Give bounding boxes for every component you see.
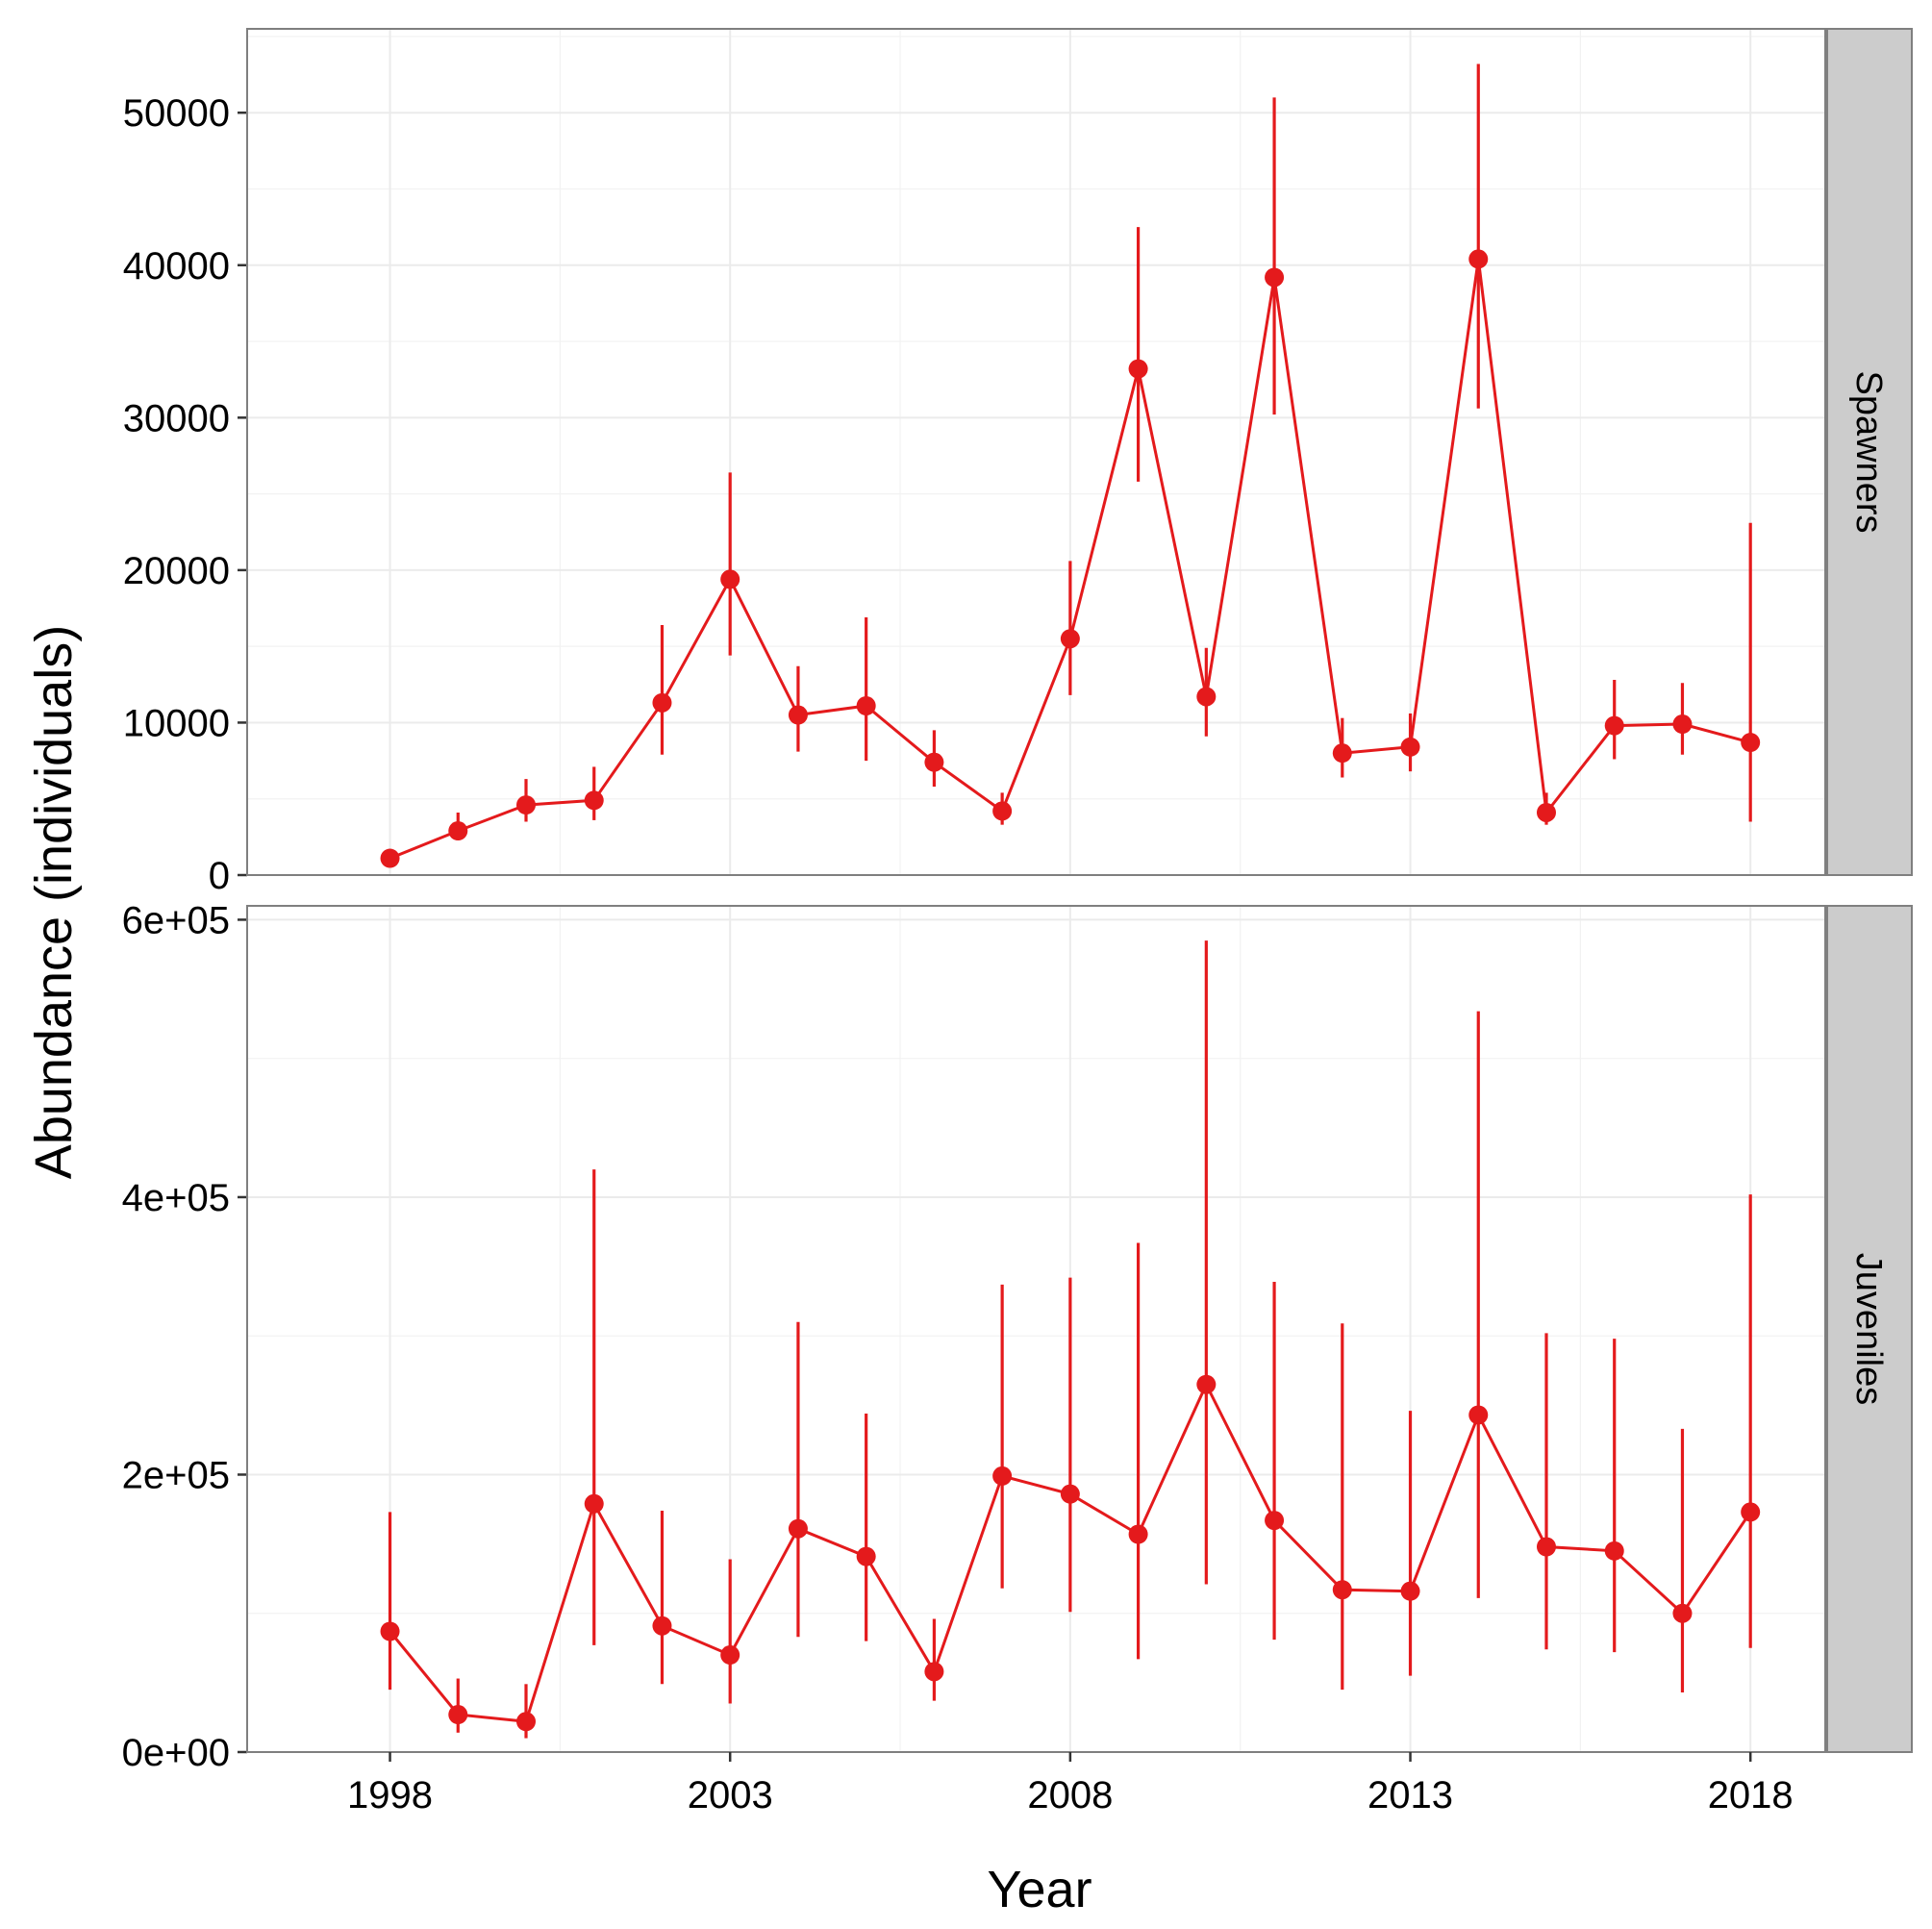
data-point xyxy=(924,752,944,772)
panel-border xyxy=(246,28,1826,876)
data-point xyxy=(788,1518,808,1539)
data-point xyxy=(584,790,604,811)
y-tick-label: 4e+05 xyxy=(122,1177,230,1219)
data-point xyxy=(1060,1484,1080,1504)
data-point xyxy=(1536,802,1556,822)
facet-strip-label: Juveniles xyxy=(1848,1253,1889,1405)
x-tick-label: 1998 xyxy=(347,1774,433,1816)
y-tick-label: 6e+05 xyxy=(122,899,230,941)
y-tick-label: 40000 xyxy=(123,245,230,288)
y-tick-label: 0 xyxy=(209,855,230,897)
y-tick-label: 50000 xyxy=(123,92,230,135)
data-point xyxy=(380,848,400,868)
data-point xyxy=(1741,733,1761,753)
x-tick-label: 2013 xyxy=(1367,1774,1453,1816)
data-point xyxy=(1468,249,1489,269)
facet-strip xyxy=(1826,28,1913,876)
y-tick-label: 0e+00 xyxy=(122,1732,230,1774)
facet-strip xyxy=(1826,905,1913,1753)
facet-strip-label: Spawners xyxy=(1848,371,1889,534)
data-point xyxy=(788,705,808,725)
panel-background xyxy=(247,29,1825,875)
data-point xyxy=(1196,1374,1217,1394)
data-point xyxy=(516,795,537,815)
data-point xyxy=(448,1705,468,1725)
x-tick-label: 2003 xyxy=(688,1774,773,1816)
data-point xyxy=(1672,1603,1693,1623)
y-axis-title: Abundance (individuals) xyxy=(25,625,83,1179)
data-point xyxy=(1265,1511,1285,1531)
data-point xyxy=(1604,715,1624,736)
data-point xyxy=(380,1621,400,1641)
data-point xyxy=(1604,1541,1624,1561)
data-point xyxy=(1672,714,1693,735)
data-point xyxy=(1332,1580,1352,1600)
data-point xyxy=(720,569,740,589)
y-tick-label: 10000 xyxy=(123,702,230,744)
data-point xyxy=(1468,1405,1489,1425)
y-tick-label: 20000 xyxy=(123,550,230,592)
data-point xyxy=(1536,1537,1556,1557)
data-point xyxy=(516,1712,537,1732)
data-point xyxy=(856,696,876,715)
y-tick-label: 30000 xyxy=(123,397,230,439)
data-point xyxy=(652,692,672,713)
data-point xyxy=(1128,359,1148,379)
x-axis-title: Year xyxy=(987,1861,1091,1918)
data-point xyxy=(1128,1524,1148,1544)
data-point xyxy=(1400,737,1420,757)
panel-spawners: 0 10000 20000 30000 40000 50000 Spawners xyxy=(123,28,1913,897)
data-point xyxy=(1265,267,1285,288)
panel-background xyxy=(247,906,1825,1752)
x-tick-label: 2008 xyxy=(1027,1774,1113,1816)
data-point xyxy=(1741,1502,1761,1522)
data-point xyxy=(992,801,1013,821)
data-point xyxy=(652,1616,672,1636)
data-point xyxy=(1332,743,1352,764)
data-point xyxy=(1060,629,1080,649)
x-tick-label: 2018 xyxy=(1708,1774,1794,1816)
y-tick-label: 2e+05 xyxy=(122,1454,230,1496)
data-point xyxy=(856,1546,876,1566)
data-point xyxy=(448,821,468,841)
data-point xyxy=(1400,1581,1420,1601)
panel-border xyxy=(246,905,1826,1753)
data-point xyxy=(584,1493,604,1514)
panel-juveniles: 0e+00 2e+05 4e+05 6e+05 Juveniles xyxy=(122,899,1913,1774)
data-point xyxy=(1196,687,1217,707)
data-point xyxy=(720,1645,740,1666)
data-point xyxy=(992,1466,1013,1486)
data-point xyxy=(924,1662,944,1682)
